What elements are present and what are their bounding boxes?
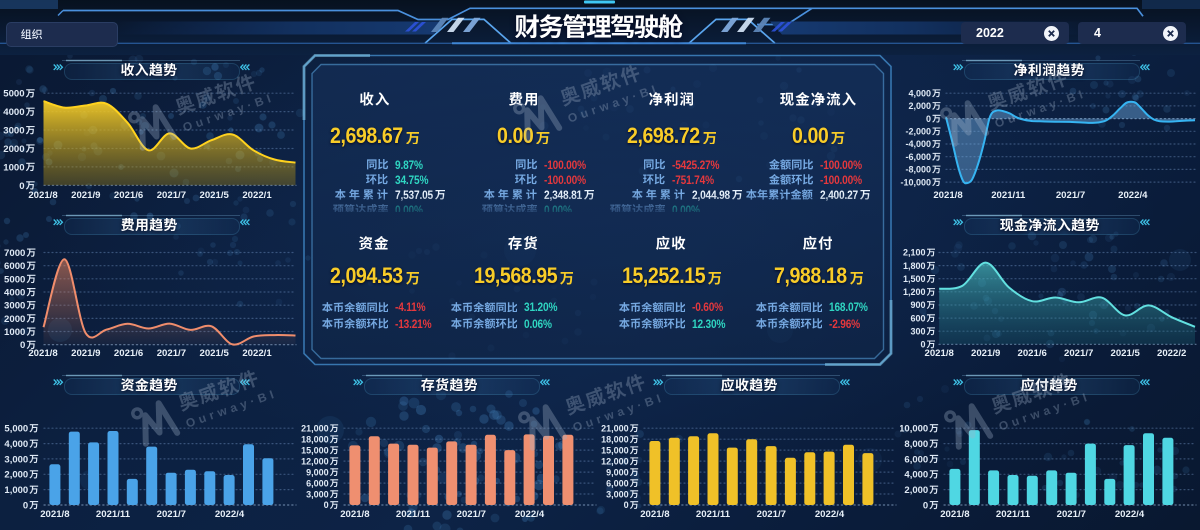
- svg-text:2000: 2000: [3, 144, 24, 155]
- svg-text:2,100: 2,100: [903, 248, 926, 258]
- svg-text:2021/8: 2021/8: [340, 509, 370, 520]
- svg-text:2021/8: 2021/8: [28, 190, 58, 201]
- svg-text:2021/7: 2021/7: [1056, 190, 1085, 201]
- svg-text:2021/6: 2021/6: [114, 348, 143, 359]
- svg-text:2021/11: 2021/11: [96, 509, 131, 520]
- svg-text:15,000: 15,000: [601, 445, 629, 455]
- svg-text:2021/8: 2021/8: [925, 348, 955, 359]
- svg-text:2022/4: 2022/4: [1115, 509, 1145, 520]
- svg-text:1,800: 1,800: [903, 261, 926, 271]
- svg-text:2,000: 2,000: [904, 485, 928, 496]
- svg-text:4000: 4000: [3, 107, 24, 118]
- svg-text:21,000: 21,000: [301, 423, 329, 433]
- svg-text:15,000: 15,000: [301, 445, 329, 455]
- svg-text:2022/4: 2022/4: [215, 509, 245, 520]
- svg-text:18,000: 18,000: [601, 434, 629, 444]
- svg-text:1,000: 1,000: [4, 485, 28, 496]
- svg-text:1,500: 1,500: [903, 274, 926, 284]
- svg-text:6,000: 6,000: [306, 478, 329, 488]
- svg-text:2021/11: 2021/11: [991, 190, 1026, 201]
- svg-text:5000: 5000: [4, 274, 25, 285]
- svg-text:6000: 6000: [4, 261, 25, 272]
- svg-text:2021/6: 2021/6: [114, 190, 143, 201]
- svg-text:3,000: 3,000: [4, 454, 28, 465]
- svg-text:1000: 1000: [3, 162, 24, 173]
- svg-text:3,000: 3,000: [306, 489, 329, 499]
- svg-text:0: 0: [19, 181, 24, 192]
- svg-text:2021/11: 2021/11: [996, 509, 1031, 520]
- svg-text:2022/2: 2022/2: [1157, 348, 1186, 359]
- svg-text:18,000: 18,000: [301, 434, 329, 444]
- svg-text:2021/8: 2021/8: [28, 348, 58, 359]
- svg-text:2021/7: 2021/7: [457, 509, 486, 520]
- svg-text:1,200: 1,200: [903, 287, 926, 297]
- svg-text:7000: 7000: [4, 248, 25, 259]
- svg-text:0: 0: [624, 500, 629, 510]
- svg-text:21,000: 21,000: [601, 423, 629, 433]
- svg-text:0: 0: [920, 340, 925, 350]
- svg-text:300: 300: [910, 326, 925, 336]
- svg-text:2021/6: 2021/6: [1018, 348, 1047, 359]
- svg-text:10,000: 10,000: [900, 424, 928, 435]
- svg-text:2021/8: 2021/8: [940, 509, 970, 520]
- svg-text:2021/9: 2021/9: [71, 348, 100, 359]
- svg-text:2021/8: 2021/8: [933, 190, 963, 201]
- svg-text:2021/11: 2021/11: [396, 509, 431, 520]
- svg-text:2022/4: 2022/4: [515, 509, 545, 520]
- svg-text:0: 0: [20, 340, 25, 351]
- svg-text:9,000: 9,000: [306, 467, 329, 477]
- svg-text:-8,000: -8,000: [905, 165, 931, 175]
- svg-text:2021/5: 2021/5: [200, 348, 230, 359]
- svg-text:4000: 4000: [4, 288, 25, 299]
- svg-text:2021/7: 2021/7: [157, 348, 186, 359]
- svg-text:0: 0: [23, 500, 28, 511]
- svg-text:-10,000: -10,000: [900, 177, 931, 187]
- svg-text:-2,000: -2,000: [905, 127, 931, 137]
- svg-text:2022/1: 2022/1: [242, 190, 272, 201]
- svg-text:2021/5: 2021/5: [200, 190, 230, 201]
- svg-text:-6,000: -6,000: [905, 152, 931, 162]
- svg-text:2021/11: 2021/11: [696, 509, 731, 520]
- svg-text:2021/7: 2021/7: [1064, 348, 1093, 359]
- svg-text:0: 0: [923, 500, 928, 511]
- svg-text:6,000: 6,000: [606, 478, 629, 488]
- svg-text:-4,000: -4,000: [905, 139, 931, 149]
- svg-text:2,000: 2,000: [908, 101, 931, 111]
- svg-text:2022/4: 2022/4: [815, 509, 845, 520]
- svg-text:5,000: 5,000: [4, 424, 28, 435]
- svg-text:2021/9: 2021/9: [71, 190, 100, 201]
- svg-text:4,000: 4,000: [904, 470, 928, 481]
- svg-text:2022/4: 2022/4: [1118, 190, 1148, 201]
- svg-text:2,000: 2,000: [4, 470, 28, 481]
- svg-text:2021/7: 2021/7: [157, 190, 186, 201]
- svg-text:3000: 3000: [4, 301, 25, 312]
- svg-text:3000: 3000: [3, 126, 24, 137]
- svg-text:12,000: 12,000: [601, 456, 629, 466]
- svg-text:2021/8: 2021/8: [40, 509, 70, 520]
- svg-text:2000: 2000: [4, 314, 25, 325]
- svg-text:1000: 1000: [4, 327, 25, 338]
- svg-text:9,000: 9,000: [606, 467, 629, 477]
- svg-text:4,000: 4,000: [908, 88, 931, 98]
- svg-text:2021/8: 2021/8: [640, 509, 670, 520]
- svg-text:2022/1: 2022/1: [242, 348, 272, 359]
- svg-text:3,000: 3,000: [606, 489, 629, 499]
- svg-text:5000: 5000: [3, 89, 24, 100]
- svg-text:8,000: 8,000: [904, 439, 928, 450]
- svg-text:12,000: 12,000: [301, 456, 329, 466]
- svg-text:6,000: 6,000: [904, 454, 928, 465]
- svg-text:2021/7: 2021/7: [157, 509, 186, 520]
- svg-text:2021/7: 2021/7: [757, 509, 786, 520]
- svg-text:4,000: 4,000: [4, 439, 28, 450]
- svg-text:2021/7: 2021/7: [1057, 509, 1086, 520]
- svg-text:600: 600: [910, 313, 925, 323]
- svg-text:900: 900: [910, 300, 925, 310]
- svg-text:0: 0: [324, 500, 329, 510]
- svg-text:2021/5: 2021/5: [1111, 348, 1141, 359]
- svg-text:0: 0: [926, 114, 931, 124]
- svg-text:2021/9: 2021/9: [971, 348, 1000, 359]
